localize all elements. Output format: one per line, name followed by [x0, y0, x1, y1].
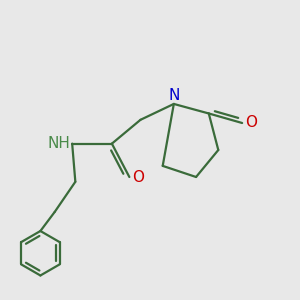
Text: N: N	[168, 88, 179, 103]
Text: O: O	[133, 170, 145, 185]
Text: NH: NH	[48, 136, 70, 151]
Text: O: O	[245, 116, 257, 130]
